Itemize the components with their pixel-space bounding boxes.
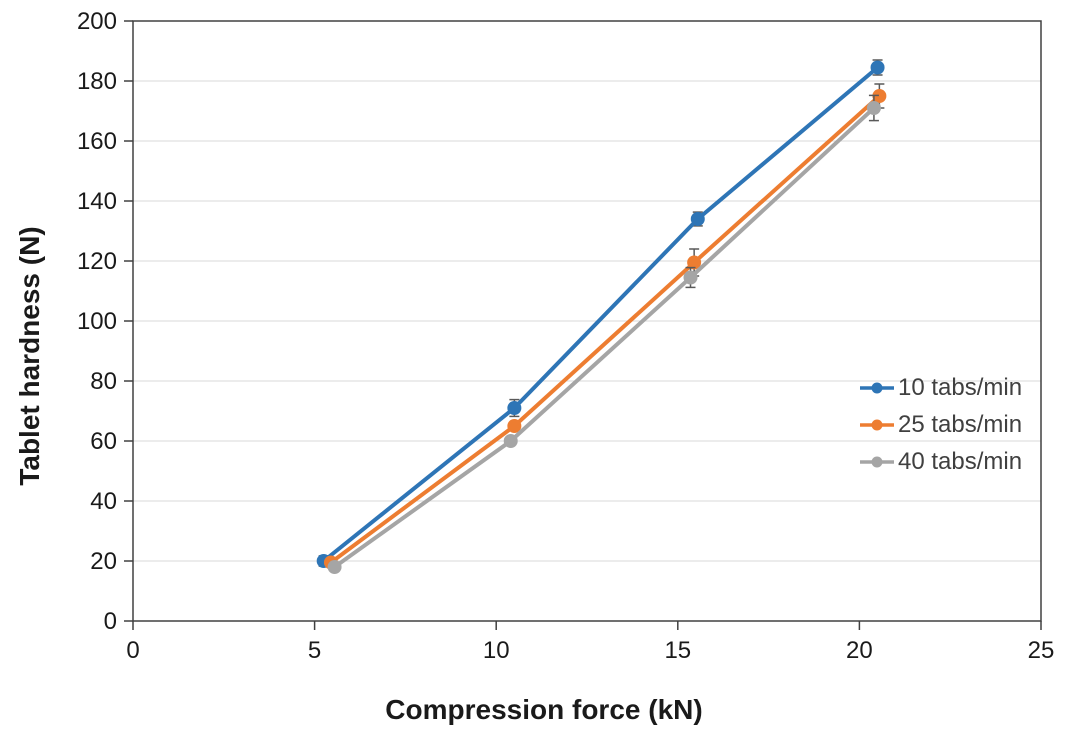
legend-label: 25 tabs/min	[898, 410, 1023, 438]
y-tick-label-20: 20	[90, 548, 117, 575]
y-tick-label-120: 120	[77, 248, 117, 275]
legend-item: 10 tabs/min	[858, 369, 1022, 406]
legend-label: 40 tabs/min	[898, 447, 1023, 475]
y-tick-label-200: 200	[77, 8, 117, 35]
series-line-0	[321, 65, 880, 563]
data-point-10-tabs-min-1	[507, 401, 522, 415]
data-point-40-tabs-min-1	[503, 434, 518, 448]
x-tick-label-25: 25	[1028, 637, 1055, 664]
x-tick-label-5: 5	[308, 637, 321, 664]
legend-item: 40 tabs/min	[858, 443, 1022, 480]
x-axis-title: Compression force (kN)	[385, 694, 703, 725]
y-axis-title: Tablet hardness (N)	[14, 226, 45, 486]
data-point-25-tabs-min-1	[507, 419, 522, 433]
x-tick-label-10: 10	[483, 637, 510, 664]
y-tick-label-100: 100	[77, 308, 117, 335]
x-tick-label-20: 20	[846, 637, 873, 664]
data-point-10-tabs-min-2	[690, 212, 705, 226]
data-point-40-tabs-min-3	[866, 101, 881, 115]
y-tick-label-40: 40	[90, 488, 117, 515]
data-point-25-tabs-min-3	[872, 89, 887, 103]
legend-series-marker-icon	[860, 456, 894, 467]
x-tick-label-0: 0	[126, 637, 139, 664]
y-tick-label-0: 0	[104, 608, 117, 635]
y-tick-label-80: 80	[90, 368, 117, 395]
legend-item: 25 tabs/min	[858, 406, 1022, 443]
y-tick-label-180: 180	[77, 68, 117, 95]
y-tick-label-140: 140	[77, 188, 117, 215]
y-tick-label-160: 160	[77, 128, 117, 155]
legend: 10 tabs/min 25 tabs/min 40 tabs/min	[858, 369, 1022, 480]
series-line-2	[332, 106, 876, 569]
data-point-40-tabs-min-0	[327, 560, 342, 574]
x-tick-label-15: 15	[664, 637, 691, 664]
legend-series-marker-icon	[860, 419, 894, 430]
legend-label: 10 tabs/min	[898, 373, 1023, 401]
legend-series-marker-icon	[860, 382, 894, 393]
series-line-1	[328, 94, 882, 565]
data-point-25-tabs-min-2	[687, 255, 702, 270]
y-tick-label-60: 60	[90, 428, 117, 455]
data-point-40-tabs-min-2	[683, 270, 698, 285]
data-point-10-tabs-min-3	[870, 60, 885, 75]
